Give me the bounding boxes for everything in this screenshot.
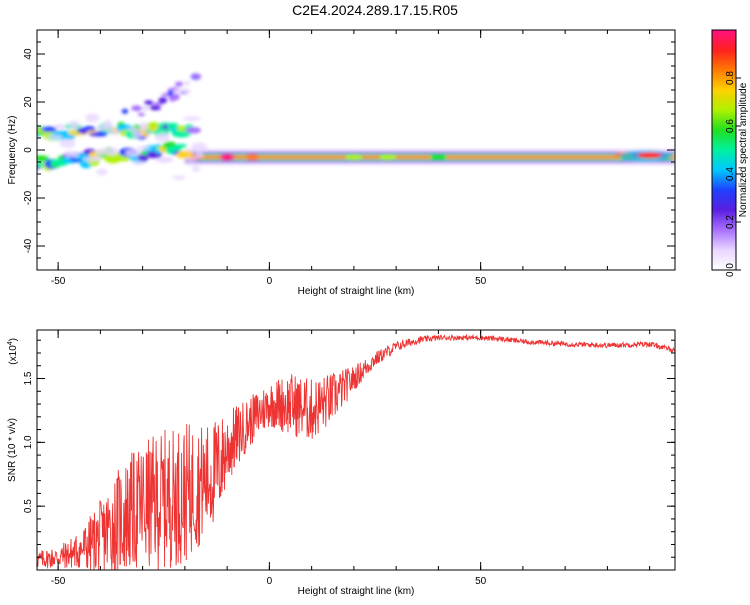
haze-blob (103, 119, 113, 129)
scatter-blob (174, 81, 184, 87)
colorbar-tick-label: 0.2 (725, 215, 736, 229)
haze-blob (154, 132, 170, 142)
haze-blob (94, 148, 111, 156)
haze-blob (132, 160, 145, 165)
spectrogram-blobs (37, 73, 675, 180)
haze-blob (46, 134, 63, 140)
snr-xtick-label: 0 (267, 576, 273, 587)
spectrogram-xlabel: Height of straight line (km) (298, 286, 415, 297)
scatter-blob (149, 105, 162, 111)
colorbar-gradient (712, 30, 736, 270)
scatter-blob (121, 108, 129, 114)
spectrogram-ytick-label: 20 (23, 96, 34, 108)
upper-branch-blob (185, 127, 201, 134)
snr-xtick-label: 50 (475, 576, 487, 587)
spectrogram-ylabel: Frequency (Hz) (7, 116, 18, 185)
snr-xtick-label: -50 (51, 576, 66, 587)
scatter-blob (173, 93, 180, 101)
snr-ticks: -50 0 50 0.5 1.0 1.5 (23, 330, 675, 587)
haze-blob (107, 130, 122, 135)
scatter-blob (183, 81, 191, 85)
haze-blob (183, 156, 198, 162)
colorbar-tick-label: 0.4 (725, 167, 736, 181)
scatter-blob (167, 90, 174, 96)
snr-panel: -50 0 50 0.5 1.0 1.5 Height of straight line … (7, 329, 676, 597)
colorbar-ticks: 0.00.20.40.60.8 (711, 29, 741, 277)
upper-branch-blob (41, 126, 57, 133)
haze-blob (107, 146, 119, 156)
carrier-patch (379, 154, 396, 161)
colorbar-label: Normalized spectral amplitude (738, 82, 749, 217)
haze-blob (64, 150, 80, 158)
scatter-blob (190, 74, 202, 79)
haze-blob (191, 142, 208, 152)
haze-blob (172, 175, 187, 180)
haze-blob (96, 168, 108, 176)
spectrogram-xtick-label: 0 (267, 276, 273, 287)
snr-ytick-label: 1.5 (23, 371, 34, 385)
haze-blob (68, 120, 80, 130)
carrier-core (184, 156, 675, 159)
colorbar-frame (711, 29, 737, 271)
snr-scale-label: (x104) (7, 338, 19, 365)
spectrogram-ytick-label: 40 (23, 48, 34, 60)
carrier-end-core (637, 152, 662, 159)
spectrogram-ytick-label: -40 (23, 238, 34, 253)
scatter-blob (158, 97, 168, 104)
haze-blob (136, 145, 151, 151)
snr-frame (36, 329, 676, 571)
upper-branch-blob (94, 131, 108, 137)
snr-ytick-label: 1.0 (23, 435, 34, 449)
snr-marks (37, 333, 675, 570)
chart-title: C2E4.2024.289.17.15.R05 (292, 2, 458, 18)
haze-blob (124, 149, 142, 157)
haze-blob (82, 156, 100, 162)
carrier-patch (430, 154, 447, 161)
spectrogram-panel: -50 0 50 -40 -20 0 20 40 Height of straight lin… (7, 29, 676, 297)
colorbar: 0.00.20.40.60.8 Normalized spectral ampl… (711, 29, 749, 277)
snr-series-line (37, 333, 675, 570)
colorbar-tick-label: 0.8 (725, 71, 736, 85)
carrier-patch (345, 154, 362, 161)
scatter-blob (137, 112, 145, 117)
haze-blob (126, 127, 141, 132)
scatter-blob (152, 102, 164, 106)
spectrogram-ticks: -50 0 50 -40 -20 0 20 40 (23, 29, 675, 287)
haze-blob (191, 165, 201, 173)
carrier-patch (244, 154, 261, 161)
snr-scale-base: (x10 (8, 345, 19, 365)
snr-xlabel: Height of straight line (km) (298, 586, 415, 597)
scatter-blob (131, 105, 143, 112)
lower-branch-blob (176, 151, 194, 159)
scatter-blob (144, 100, 154, 106)
snr-ylabel: SNR (10 * v/v) (7, 418, 18, 482)
spectrogram-ytick-label: 0 (23, 147, 34, 153)
carrier-patch (219, 154, 236, 161)
spectrogram-marks (37, 73, 675, 180)
haze-blob (158, 156, 174, 162)
lower-branch-blob (175, 144, 188, 149)
scatter-blob (140, 105, 150, 111)
haze-blob (193, 151, 205, 159)
haze-blob (183, 116, 201, 122)
haze-blob (139, 122, 149, 131)
spectrogram-xtick-label: 50 (475, 276, 487, 287)
colorbar-tick-label: 0.6 (725, 119, 736, 133)
snr-scale-exp: 4 (7, 341, 14, 345)
haze-blob (56, 125, 66, 130)
haze-blob (85, 113, 100, 123)
spectrogram-ytick-label: -20 (23, 190, 34, 205)
haze-blob (132, 130, 144, 138)
scatter-blob (175, 88, 187, 93)
snr-ytick-label: 0.5 (23, 499, 34, 513)
haze-blob (59, 138, 76, 148)
lower-branch-blob (37, 155, 50, 162)
spectrogram-xtick-label: -50 (51, 276, 66, 287)
